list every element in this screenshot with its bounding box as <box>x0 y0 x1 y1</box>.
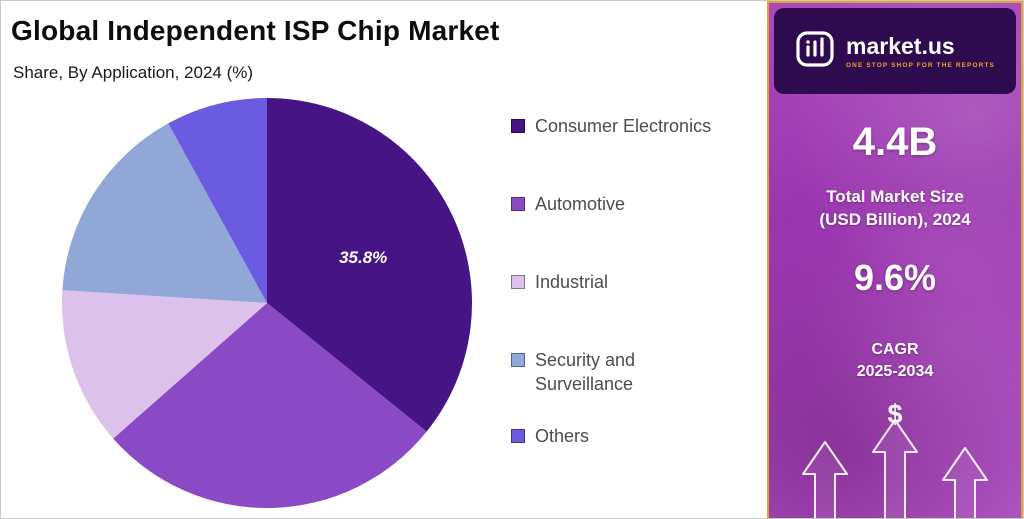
page-title: Global Independent ISP Chip Market <box>11 15 500 46</box>
legend-swatch <box>511 429 525 443</box>
side-panel: market.us ONE STOP SHOP FOR THE REPORTS … <box>767 1 1023 518</box>
pie-slice-consumer-electronics <box>267 98 472 432</box>
pie-chart-svg: 35.8% <box>61 98 472 508</box>
chart-area: Global Independent ISP Chip Market Share… <box>1 1 767 518</box>
dollar-sign: $ <box>887 399 903 429</box>
legend-item-security-and-surveillance: Security and Surveillance <box>511 348 761 396</box>
growth-arrows-icon <box>802 419 988 518</box>
legend-label: Industrial <box>535 272 609 292</box>
legend-swatch <box>511 119 525 133</box>
cagr-label-line2: 2025-2034 <box>856 363 934 380</box>
market-size-value: 4.4B <box>852 120 938 164</box>
legend-item-consumer-electronics: Consumer Electronics <box>511 114 761 138</box>
pie-slice-security-and-surveillance <box>62 123 268 303</box>
marketus-logo-icon <box>795 28 837 75</box>
legend-label: Consumer Electronics <box>535 116 712 136</box>
cagr-label: CAGR 2025-2034 <box>769 339 1021 383</box>
legend-item-industrial: Industrial <box>511 270 761 294</box>
cagr-value: 9.6% <box>853 257 937 298</box>
legend-item-automotive: Automotive <box>511 192 761 216</box>
marketus-logo: market.us ONE STOP SHOP FOR THE REPORTS <box>774 8 1016 94</box>
legend-item-others: Others <box>511 424 761 448</box>
chart-subtitle: Share, By Application, 2024 (%) <box>13 63 254 82</box>
pie-data-label: 35.8% <box>339 248 387 267</box>
legend: Consumer Electronics Automotive Industri… <box>511 114 761 448</box>
brand-name: market.us <box>846 33 955 59</box>
legend-swatch <box>511 353 525 367</box>
market-size-label: Total Market Size (USD Billion), 2024 <box>769 185 1021 231</box>
market-size-label-line1: Total Market Size <box>826 187 964 206</box>
market-size-label-line2: (USD Billion), 2024 <box>819 210 971 229</box>
legend-label: Automotive <box>535 194 626 214</box>
legend-label: Security and Surveillance <box>535 350 636 394</box>
legend-swatch <box>511 275 525 289</box>
pie-slice-automotive <box>113 303 427 508</box>
brand-tagline: ONE STOP SHOP FOR THE REPORTS <box>846 62 995 69</box>
pie-slice-others <box>168 98 267 303</box>
pie-slice-industrial <box>61 290 267 439</box>
legend-swatch <box>511 197 525 211</box>
cagr-label-line1: CAGR <box>871 341 919 358</box>
legend-label: Others <box>535 426 590 446</box>
pie-chart: 35.8% <box>57 93 477 513</box>
